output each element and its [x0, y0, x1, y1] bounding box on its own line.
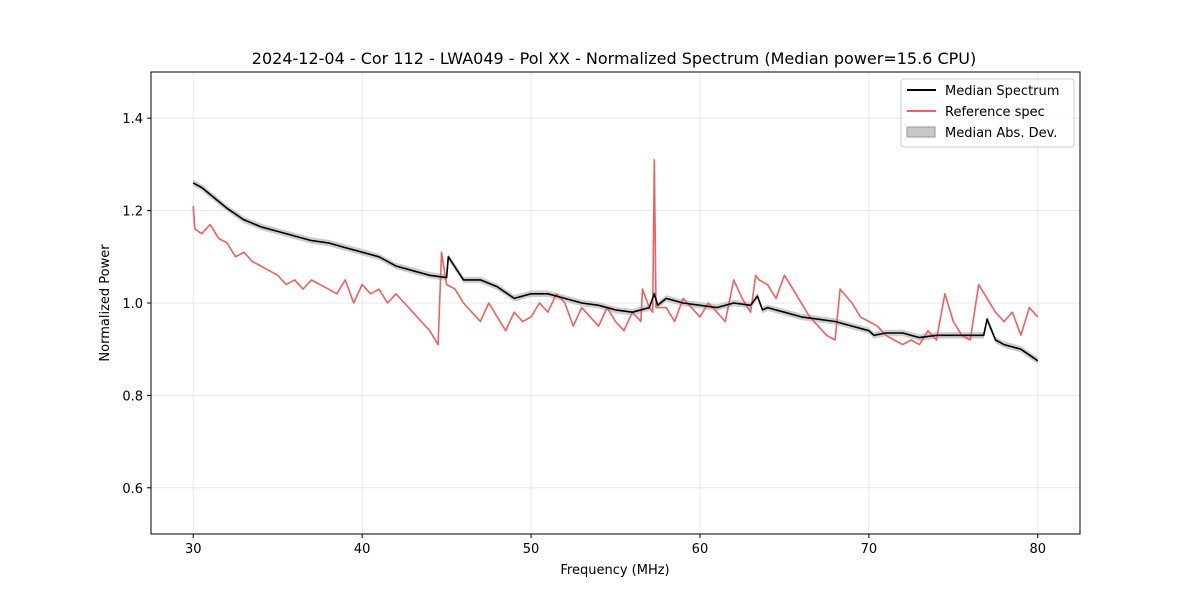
x-tick-label: 30	[185, 542, 202, 557]
reference-spec-line	[192, 159, 1039, 346]
mad-band-layer	[193, 179, 1038, 364]
x-tick-label: 40	[354, 542, 371, 557]
x-tick-label: 70	[861, 542, 878, 557]
x-axis-label: Frequency (MHz)	[560, 563, 669, 578]
axis-ticks: 30 40 50 60 70 80 0.6 0.8 1.0 1.2 1.4	[122, 112, 1046, 557]
legend-reference-label: Reference spec	[945, 105, 1045, 120]
x-tick-label: 60	[692, 542, 709, 557]
y-tick-label: 1.2	[122, 205, 143, 220]
x-tick-label: 50	[523, 542, 540, 557]
median-spectrum-line	[192, 182, 1039, 362]
legend-mad-label: Median Abs. Dev.	[945, 126, 1057, 141]
y-tick-label: 1.4	[122, 112, 143, 127]
x-tick-label: 80	[1029, 542, 1046, 557]
y-tick-label: 0.8	[122, 389, 143, 404]
mad-band	[193, 179, 1038, 364]
legend-mad-patch	[906, 126, 936, 138]
legend-median-label: Median Spectrum	[945, 84, 1059, 99]
series-layer	[192, 159, 1039, 362]
y-axis-label: Normalized Power	[98, 244, 113, 362]
legend: Median Spectrum Reference spec Median Ab…	[900, 78, 1075, 148]
legend-box	[900, 78, 1075, 148]
chart-title: 2024-12-04 - Cor 112 - LWA049 - Pol XX -…	[252, 49, 976, 68]
y-tick-label: 0.6	[122, 482, 143, 497]
y-tick-label: 1.0	[122, 297, 143, 312]
